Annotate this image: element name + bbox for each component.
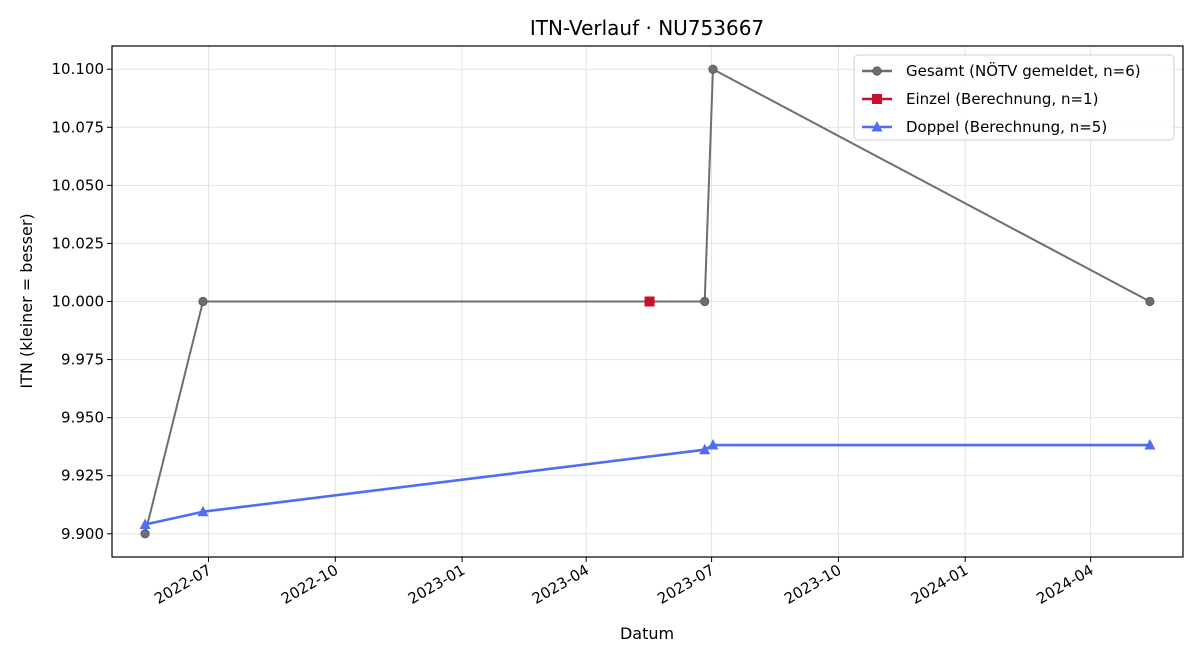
legend-box [853, 54, 1175, 141]
data-point [708, 64, 718, 74]
legend-marker [872, 66, 882, 76]
data-point [140, 529, 150, 539]
x-axis-label: Datum [620, 624, 674, 643]
legend-entry-label: Einzel (Berechnung, n=1) [906, 90, 1098, 108]
y-tick-label: 9.950 [61, 409, 104, 427]
data-point [198, 296, 208, 307]
data-point [139, 518, 151, 529]
y-tick-label: 10.025 [52, 234, 105, 252]
data-point [707, 439, 719, 450]
legend-marker [872, 94, 882, 104]
legend-entry-label: Gesamt (NÖTV gemeldet, n=6) [906, 61, 1141, 80]
y-axis-label: ITN (kleiner = besser) [17, 213, 36, 388]
data-point [699, 443, 711, 455]
y-axis: 9.900 9.925 9.950 9.975 10.000 10.025 10.050 10… [52, 60, 112, 543]
y-tick-label: 10.100 [52, 60, 105, 78]
series-layer [139, 64, 1156, 539]
data-point [644, 296, 655, 307]
chart-title: ITN-Verlauf · NU753667 [530, 16, 764, 40]
data-point [1144, 439, 1156, 450]
series-circle [140, 64, 1155, 539]
series-triangle [139, 439, 1156, 529]
data-point [1145, 296, 1155, 307]
legend: Gesamt (NÖTV gemeldet, n=6) Einzel (Berec… [853, 54, 1175, 141]
legend-entry-label: Doppel (Berechnung, n=5) [906, 118, 1107, 136]
y-tick-label: 9.900 [61, 525, 104, 543]
y-tick-label: 9.975 [61, 351, 104, 369]
data-point [700, 296, 710, 307]
y-tick-label: 10.075 [52, 118, 105, 136]
series-square [644, 296, 655, 307]
y-tick-label: 10.000 [52, 293, 105, 311]
legend-marker [871, 121, 883, 132]
y-tick-label: 9.925 [61, 467, 104, 485]
y-tick-label: 10.050 [52, 176, 105, 194]
data-point [197, 505, 209, 517]
